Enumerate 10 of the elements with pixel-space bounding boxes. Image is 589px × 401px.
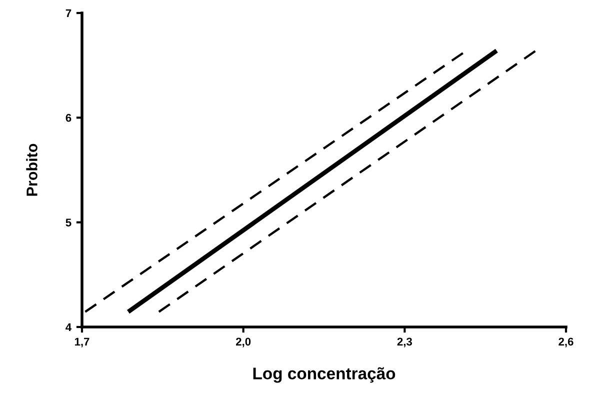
x-axis-title: Log concentração [253,367,396,383]
x-tick-label: 2,3 [397,338,412,348]
y-tick-label: 4 [66,323,72,332]
x-tick-label: 2,6 [558,338,574,348]
x-tick-label: 1,7 [74,338,90,348]
y-tick-label: 7 [66,9,72,18]
x-tick-label: 2,0 [236,338,251,348]
y-tick-label: 6 [66,114,72,122]
y-tick-label: 5 [66,218,72,226]
y-axis-title: Probito [26,144,38,196]
